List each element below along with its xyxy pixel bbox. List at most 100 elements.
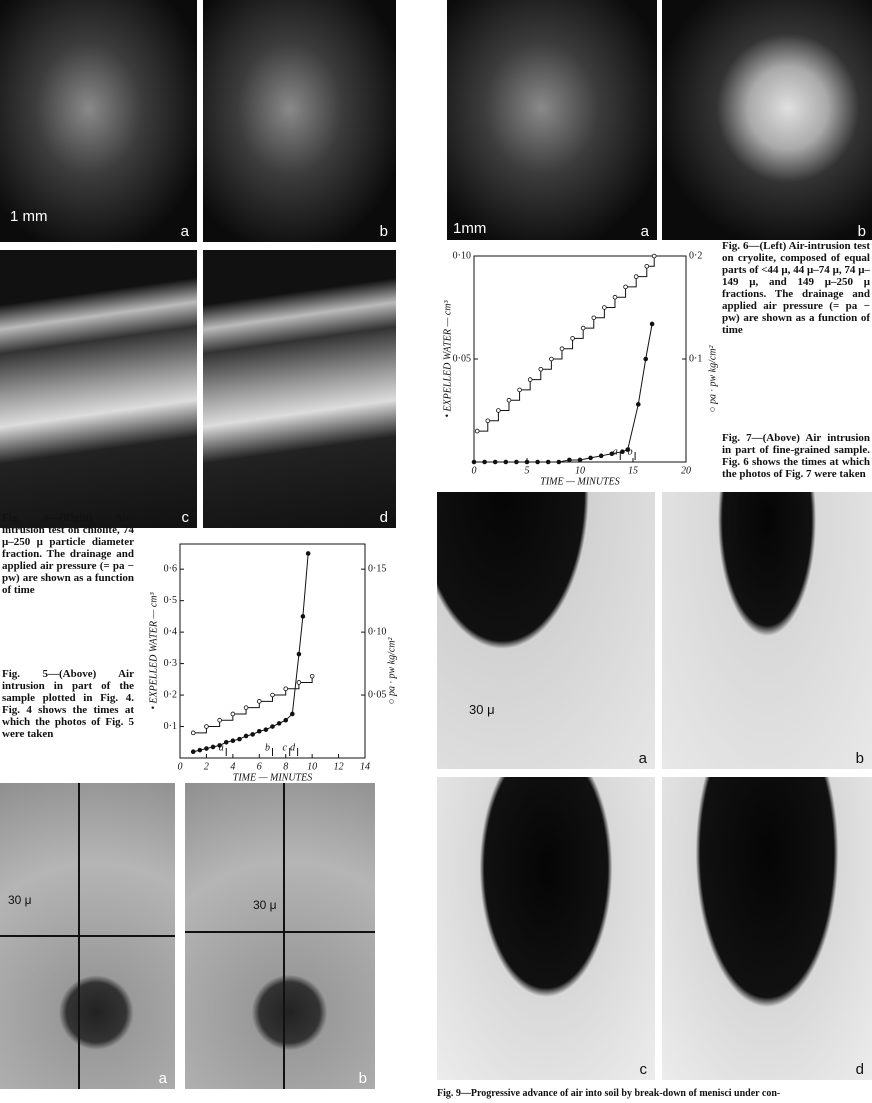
scale-label: 30 μ — [253, 898, 277, 912]
point — [636, 402, 641, 407]
photo: c — [0, 250, 197, 528]
photo: d — [662, 777, 872, 1080]
y-axis-label: • EXPELLED WATER — cm³ — [148, 591, 159, 709]
panel-label: d — [855, 1061, 864, 1078]
y-axis-label: • EXPELLED WATER — cm³ — [442, 299, 453, 417]
panel-label: b — [855, 750, 864, 767]
point — [237, 736, 242, 742]
point — [545, 459, 551, 465]
annotation: d — [290, 742, 296, 753]
point — [577, 457, 583, 463]
point — [190, 730, 196, 736]
x-tick-label: 20 — [681, 465, 691, 476]
annotation: b — [628, 446, 633, 457]
x-tick-label: 10 — [307, 761, 317, 772]
step-segment — [572, 328, 584, 339]
annotation: c — [282, 742, 287, 753]
annotation: a — [613, 446, 618, 457]
y-tick-label: 0·5 — [164, 595, 177, 606]
point — [197, 747, 203, 753]
point — [296, 651, 302, 657]
y-tick-label: 0·10 — [453, 250, 471, 261]
photo: b — [203, 0, 396, 242]
point — [514, 459, 519, 465]
x-tick-label: 0 — [472, 465, 477, 476]
y-tick-label: 0·6 — [164, 563, 177, 574]
point — [651, 253, 657, 259]
step-segment — [646, 256, 655, 267]
step-segment — [530, 369, 542, 381]
point — [643, 356, 649, 362]
point — [538, 367, 544, 372]
x-tick-label: 8 — [283, 761, 288, 772]
panel-label: c — [639, 1061, 648, 1078]
panel-label: c — [181, 509, 190, 526]
scale-label: 30 μ — [8, 893, 32, 907]
y2-tick-label: 0·05 — [368, 689, 386, 700]
point — [243, 705, 249, 710]
panel-label: a — [158, 1070, 167, 1087]
step-segment — [477, 420, 489, 432]
photo: 1mm a — [447, 0, 657, 240]
x-axis-label: TIME — MINUTES — [233, 772, 312, 783]
point — [204, 746, 209, 751]
photo: 30 μ a — [0, 783, 175, 1089]
step-segment — [604, 297, 616, 308]
caption: Fig. 6—(Left) Air-intrusion test on cryo… — [722, 240, 870, 336]
x-tick-label: 5 — [525, 465, 530, 476]
scale-label: 1mm — [453, 220, 487, 237]
point — [623, 284, 628, 290]
step-segment — [614, 286, 627, 298]
step-segment — [498, 400, 510, 411]
point — [588, 455, 593, 461]
x-axis-label: TIME — MINUTES — [540, 476, 619, 487]
step-segment — [561, 338, 574, 350]
point — [612, 294, 618, 300]
point — [230, 738, 236, 743]
point — [290, 711, 295, 717]
point — [309, 673, 315, 679]
point — [217, 717, 222, 723]
step-segment — [519, 379, 531, 391]
step-segment — [625, 276, 637, 288]
point — [471, 459, 477, 465]
step-segment — [583, 317, 595, 329]
photo: 30 μ a — [437, 492, 655, 769]
caption: Fig. 5—(Above) Air intrusion in part of … — [2, 668, 134, 740]
point — [243, 733, 249, 739]
point — [527, 377, 533, 382]
panel-label: a — [180, 223, 189, 240]
point — [517, 387, 522, 393]
chart: 0 5 10 15 20 0·05 0·10 0·1 0·2 TIME — MINUTES • EX… — [442, 250, 718, 487]
point — [283, 686, 289, 692]
series-line — [193, 553, 309, 753]
x-tick-label: 12 — [334, 761, 344, 772]
point — [503, 459, 509, 465]
step-segment — [593, 307, 605, 319]
step-segment — [636, 266, 648, 278]
y-tick-label: 0·1 — [164, 721, 177, 732]
step-segment — [540, 359, 552, 370]
caption: Fig. 4—(Right) Air-intrusion test on chi… — [2, 512, 134, 596]
y2-tick-label: 0·2 — [689, 250, 702, 261]
plot-frame — [473, 255, 687, 463]
y-tick-label: 0·2 — [164, 689, 177, 700]
point — [482, 459, 487, 465]
point — [556, 459, 562, 465]
point — [633, 274, 639, 279]
step-segment — [487, 410, 499, 422]
y-tick-label: 0·3 — [164, 658, 177, 669]
point — [602, 305, 607, 310]
point — [263, 727, 269, 732]
point — [217, 743, 222, 748]
caption: Fig. 9—Progressive advance of air into s… — [437, 1088, 781, 1099]
x-tick-label: 4 — [230, 761, 235, 772]
point — [535, 459, 540, 465]
photo: b — [662, 492, 872, 769]
point — [250, 732, 255, 737]
point — [305, 551, 311, 556]
annotation: a — [219, 742, 224, 753]
point — [620, 449, 625, 455]
y2-axis-label: ○ pa · pw kg/cm² — [707, 344, 718, 412]
point — [204, 724, 209, 729]
